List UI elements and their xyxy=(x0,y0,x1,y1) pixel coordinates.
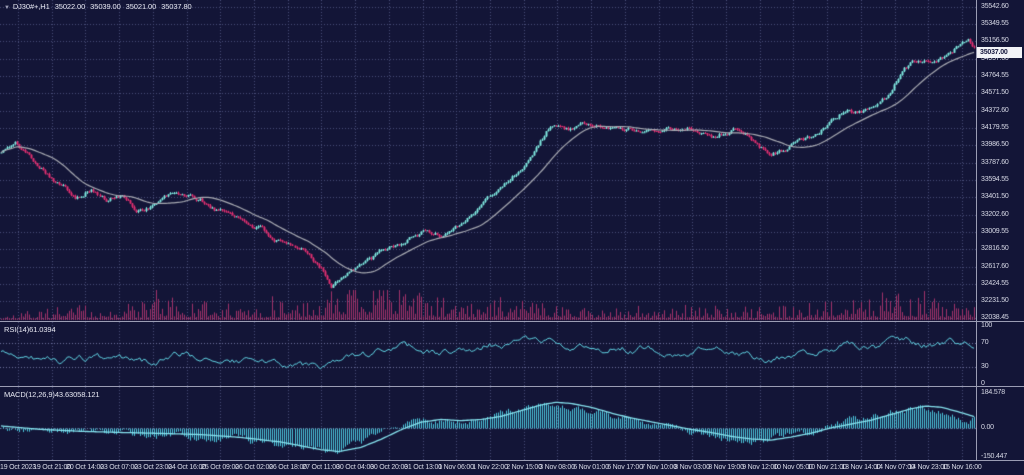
macd-main-value: 43.630 xyxy=(54,390,78,399)
price-axis-border xyxy=(976,0,977,460)
rsi-tick-label: 0 xyxy=(981,380,985,387)
close-value: 35037.80 xyxy=(161,2,192,11)
time-tick-label: 6 Nov 01:00 xyxy=(573,464,609,471)
time-tick-label: 1 Nov 06:00 xyxy=(438,464,474,471)
macd-tick-label: 0.00 xyxy=(981,424,994,431)
open-value: 35022.00 xyxy=(54,2,86,11)
macd-indicator-canvas[interactable] xyxy=(0,387,976,460)
time-tick-label: 23 Oct 07:00 xyxy=(100,464,138,471)
price-tick-label: 33986.50 xyxy=(981,141,1009,148)
price-tick-label: 34764.55 xyxy=(981,72,1009,79)
price-tick-label: 34957.60 xyxy=(981,55,1009,62)
price-axis[interactable]: 35542.60 35349.55 35156.50 34957.60 34764.55… xyxy=(977,0,1024,460)
time-tick-label: 31 Oct 13:00 xyxy=(404,464,442,471)
price-tick-label: 33202.60 xyxy=(981,211,1009,218)
time-tick-label: 14 Nov 23:00 xyxy=(908,464,948,471)
time-tick-label: 7 Nov 10:00 xyxy=(641,464,677,471)
chart-title: ▼ DJ30#+,H1 35022.00 35039.00 35021.00 35037.… xyxy=(4,2,192,11)
time-tick-label: 3 Nov 08:00 xyxy=(539,464,575,471)
time-tick-label: 1 Nov 22:00 xyxy=(472,464,508,471)
price-tick-label: 32231.50 xyxy=(981,297,1009,304)
time-tick-label: 13 Nov 14:00 xyxy=(841,464,881,471)
current-price-tag: 35037.00 xyxy=(977,47,1022,58)
symbol-menu-icon[interactable]: ▼ xyxy=(4,5,10,11)
time-tick-label: 23 Oct 23:00 xyxy=(134,464,172,471)
macd-indicator-label: MACD(12,26,9)43.63058.121 xyxy=(4,390,100,399)
time-tick-label: 30 Oct 20:00 xyxy=(370,464,408,471)
rsi-indicator-label: RSI(14)61.0394 xyxy=(4,325,56,334)
time-tick-label: 9 Nov 12:00 xyxy=(742,464,778,471)
price-tick-label: 35156.50 xyxy=(981,37,1009,44)
time-tick-label: 10 Nov 21:00 xyxy=(807,464,847,471)
price-tick-label: 33401.50 xyxy=(981,193,1009,200)
rsi-name: RSI(14) xyxy=(4,325,30,334)
rsi-panel-separator[interactable] xyxy=(0,321,1024,322)
time-tick-label: 24 Oct 16:00 xyxy=(168,464,206,471)
rsi-tick-label: 70 xyxy=(981,339,989,346)
time-tick-label: 6 Nov 17:00 xyxy=(607,464,643,471)
time-tick-label: 25 Oct 09:00 xyxy=(201,464,239,471)
time-tick-label: 8 Nov 03:00 xyxy=(674,464,710,471)
rsi-indicator-canvas[interactable] xyxy=(0,322,976,386)
macd-signal-value: 58.121 xyxy=(77,390,100,399)
rsi-tick-label: 30 xyxy=(981,363,989,370)
time-tick-label: 2 Nov 15:00 xyxy=(506,464,542,471)
time-tick-label: 26 Oct 18:00 xyxy=(269,464,307,471)
rsi-tick-label: 100 xyxy=(981,322,993,329)
time-tick-label: 27 Oct 11:00 xyxy=(302,464,340,471)
rsi-value: 61.0394 xyxy=(29,325,56,334)
time-axis-separator xyxy=(0,460,1024,461)
price-tick-label: 34571.50 xyxy=(981,89,1009,96)
price-tick-label: 32038.45 xyxy=(981,314,1009,321)
time-tick-label: 19 Oct 21:00 xyxy=(33,464,71,471)
price-tick-label: 32816.50 xyxy=(981,245,1009,252)
time-tick-label: 20 Oct 14:00 xyxy=(66,464,104,471)
time-tick-label: 19 Oct 2023 xyxy=(0,464,36,471)
macd-name: MACD(12,26,9) xyxy=(4,390,55,399)
macd-tick-label: -150.447 xyxy=(981,453,1008,460)
time-tick-label: 14 Nov 07:00 xyxy=(875,464,915,471)
macd-tick-label: 184.578 xyxy=(981,389,1005,396)
price-tick-label: 33594.55 xyxy=(981,176,1009,183)
price-tick-label: 34372.60 xyxy=(981,107,1009,114)
time-tick-label: 10 Nov 05:00 xyxy=(773,464,813,471)
time-tick-label: 8 Nov 19:00 xyxy=(708,464,744,471)
price-tick-label: 33787.60 xyxy=(981,159,1009,166)
price-tick-label: 32617.60 xyxy=(981,263,1009,270)
macd-panel-separator[interactable] xyxy=(0,386,1024,387)
price-tick-label: 35542.60 xyxy=(981,3,1009,10)
time-tick-label: 30 Oct 04:00 xyxy=(336,464,374,471)
low-value: 35021.00 xyxy=(125,2,157,11)
price-chart-canvas[interactable] xyxy=(0,0,976,322)
price-tick-label: 32424.55 xyxy=(981,280,1009,287)
current-price-value: 35037.00 xyxy=(980,49,1008,56)
price-tick-label: 35349.55 xyxy=(981,20,1009,27)
symbol-timeframe-label: DJ30#+,H1 xyxy=(12,2,50,11)
price-tick-label: 33009.55 xyxy=(981,228,1009,235)
price-tick-label: 34179.55 xyxy=(981,124,1009,131)
high-value: 35039.00 xyxy=(90,2,121,11)
time-tick-label: 15 Nov 16:00 xyxy=(942,464,982,471)
time-axis[interactable]: 19 Oct 2023 19 Oct 21:00 20 Oct 14:00 23 Oc… xyxy=(0,461,1024,475)
time-tick-label: 26 Oct 02:00 xyxy=(235,464,273,471)
